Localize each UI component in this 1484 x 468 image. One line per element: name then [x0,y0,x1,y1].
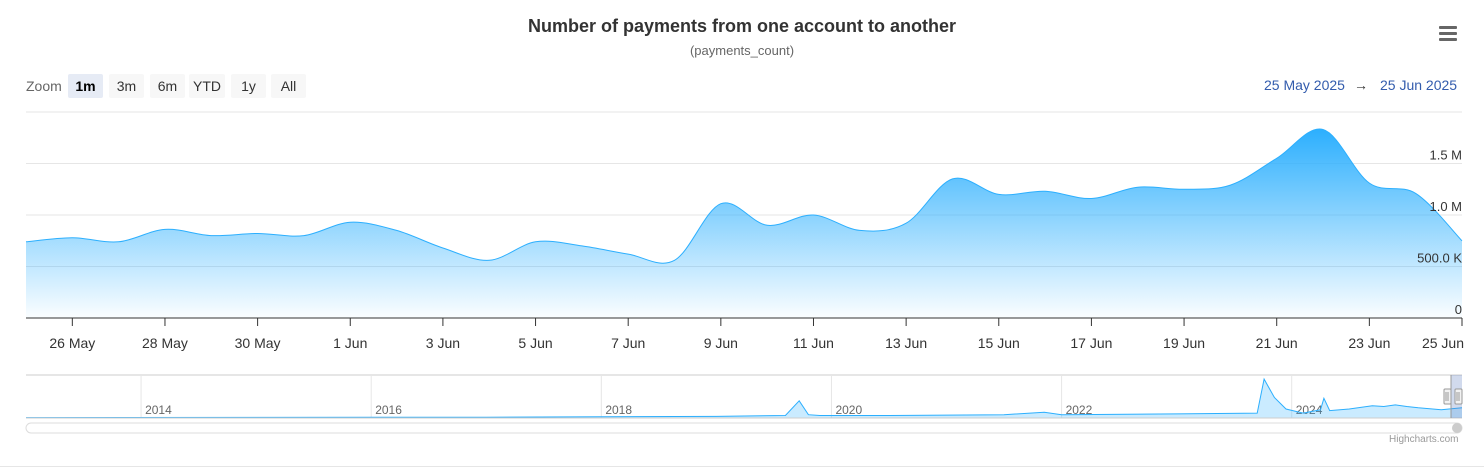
navigator-year-label: 2018 [605,403,632,417]
x-tick-label: 1 Jun [333,335,367,351]
x-tick-label: 28 May [142,335,188,351]
navigator-year-label: 2016 [375,403,402,417]
zoom-button-1y[interactable]: 1y [231,74,266,98]
navigator-year-label: 2014 [145,403,172,417]
y-tick-label: 1.5 M [1429,148,1462,163]
zoom-button-6m[interactable]: 6m [150,74,185,98]
range-arrow: → [1354,77,1368,93]
x-tick-label: 9 Jun [704,335,738,351]
x-tick-label: 25 Jun [1422,335,1464,351]
x-tick-label: 21 Jun [1256,335,1298,351]
zoom-button-1m[interactable]: 1m [68,74,103,98]
y-tick-label: 500.0 K [1417,251,1462,266]
x-tick-label: 26 May [49,335,95,351]
y-tick-label: 0 [1455,302,1462,317]
x-tick-label: 23 Jun [1348,335,1390,351]
credits-link[interactable]: Highcharts.com [1389,434,1459,445]
x-tick-label: 7 Jun [611,335,645,351]
x-tick-label: 30 May [235,335,281,351]
navigator-year-label: 2024 [1296,403,1323,417]
x-tick-label: 13 Jun [885,335,927,351]
navigator[interactable]: 2014 2016 2018 2020 2022 2024 [25,374,1463,434]
zoom-label: Zoom [26,78,62,94]
chart-subtitle: (payments_count) [689,43,795,58]
zoom-button-ytd[interactable]: YTD [189,74,225,98]
range-to-input[interactable]: 25 Jun 2025 [1380,77,1458,93]
y-tick-label: 1.0 M [1429,199,1462,214]
x-tick-label: 11 Jun [793,335,834,351]
x-tick-label: 5 Jun [518,335,552,351]
range-from-input[interactable]: 25 May 2025 [1264,77,1345,93]
bottom-divider [0,466,1484,467]
chart-title: Number of payments from one account to a… [527,16,957,36]
menu-icon[interactable] [1434,26,1462,48]
series-area [26,129,1462,318]
x-tick-label: 3 Jun [426,335,460,351]
x-tick-label: 15 Jun [978,335,1020,351]
navigator-year-label: 2022 [1066,403,1093,417]
navigator-background [26,375,1462,418]
scrollbar-thumb[interactable] [1452,423,1462,433]
series-line [25,128,1463,264]
navigator-series-area [26,379,1462,418]
scrollbar-track[interactable] [25,422,1463,434]
x-tick-label: 17 Jun [1070,335,1112,351]
zoom-button-all[interactable]: All [271,74,306,98]
navigator-year-label: 2020 [835,403,862,417]
x-tick-label: 19 Jun [1163,335,1205,351]
zoom-button-3m[interactable]: 3m [109,74,144,98]
navigator-series-line [25,377,1463,419]
